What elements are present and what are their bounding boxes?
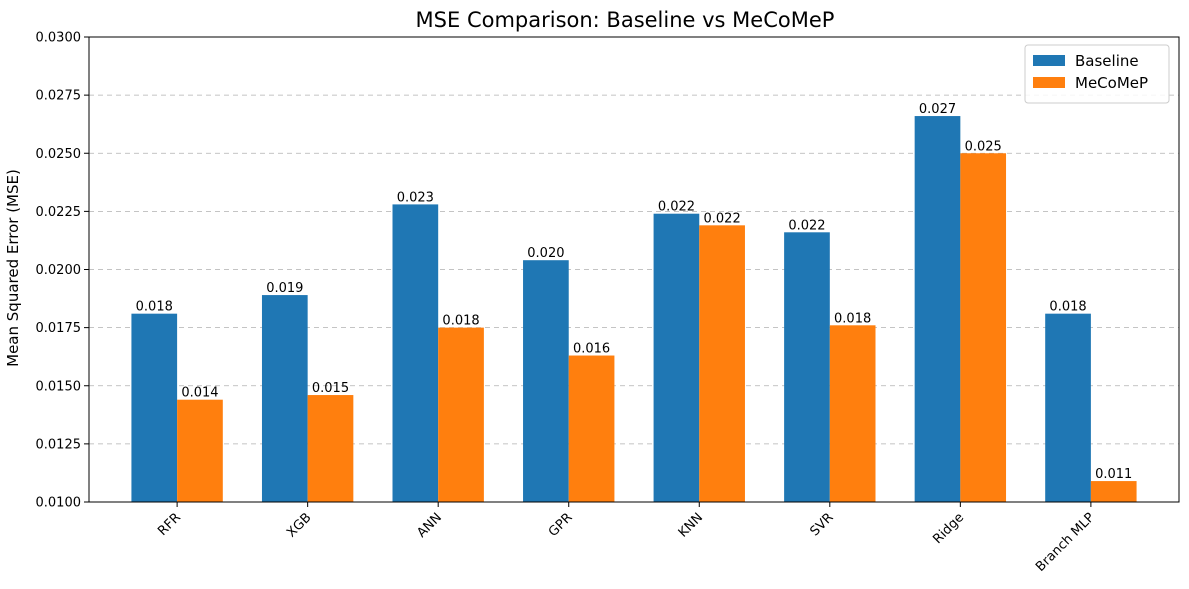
bar-baseline-knn bbox=[653, 213, 700, 502]
chart-title: MSE Comparison: Baseline vs MeCoMeP bbox=[416, 8, 835, 32]
bar-value-label: 0.016 bbox=[573, 342, 610, 357]
y-tick-label: 0.0225 bbox=[36, 205, 82, 220]
y-tick-label: 0.0300 bbox=[36, 31, 82, 46]
y-tick-label: 0.0100 bbox=[36, 496, 82, 511]
bars bbox=[131, 116, 1137, 503]
bar-value-label: 0.011 bbox=[1095, 467, 1132, 482]
bar-value-label: 0.020 bbox=[527, 246, 564, 261]
y-tick-label: 0.0200 bbox=[36, 263, 82, 278]
x-tick-label: SVR bbox=[808, 510, 837, 539]
bar-baseline-rfr bbox=[131, 313, 178, 502]
bar-value-label: 0.015 bbox=[312, 381, 349, 396]
legend-label-baseline: Baseline bbox=[1075, 52, 1139, 70]
bar-mecomep-branch-mlp bbox=[1090, 481, 1137, 502]
bar-value-label: 0.022 bbox=[788, 218, 825, 233]
legend-swatch-mecomep bbox=[1033, 77, 1065, 88]
bar-value-label: 0.014 bbox=[181, 386, 218, 401]
bar-baseline-svr bbox=[784, 232, 830, 503]
x-tick-label: KNN bbox=[676, 510, 706, 540]
x-tick-label: RFR bbox=[155, 510, 184, 539]
y-tick-label: 0.0150 bbox=[36, 379, 82, 394]
bar-value-label: 0.018 bbox=[442, 314, 479, 329]
bar-baseline-ridge bbox=[914, 116, 961, 503]
legend: Baseline MeCoMeP bbox=[1024, 44, 1170, 104]
y-tick-label: 0.0175 bbox=[36, 321, 82, 336]
bar-value-label: 0.023 bbox=[397, 190, 434, 205]
bar-mecomep-svr bbox=[829, 325, 876, 502]
bar-baseline-branch-mlp bbox=[1045, 313, 1091, 502]
x-tick-label: XGB bbox=[284, 510, 314, 540]
y-tick-label: 0.0125 bbox=[36, 437, 82, 452]
bar-baseline-ann bbox=[392, 204, 439, 502]
y-axis-title: Mean Squared Error (MSE) bbox=[4, 169, 22, 367]
bar-mecomep-rfr bbox=[177, 399, 223, 502]
bar-mecomep-ridge bbox=[960, 153, 1007, 502]
x-tick-label: Branch MLP bbox=[1033, 510, 1098, 575]
bar-value-label: 0.019 bbox=[266, 281, 303, 296]
y-tick-label: 0.0275 bbox=[36, 89, 82, 104]
x-tick-label: GPR bbox=[546, 510, 576, 540]
bar-value-label: 0.027 bbox=[919, 102, 956, 117]
gridlines bbox=[89, 36, 1179, 503]
legend-swatch-baseline bbox=[1033, 55, 1065, 66]
bar-value-label: 0.018 bbox=[1049, 300, 1086, 315]
bar-value-label: 0.022 bbox=[658, 200, 695, 215]
bar-value-label: 0.018 bbox=[136, 300, 173, 315]
bar-value-label: 0.025 bbox=[965, 139, 1002, 154]
bar-value-label: 0.018 bbox=[834, 311, 871, 326]
bar-mecomep-knn bbox=[699, 225, 745, 502]
legend-label-mecomep: MeCoMeP bbox=[1075, 74, 1148, 92]
x-tick-label: Ridge bbox=[930, 510, 967, 547]
bar-baseline-xgb bbox=[261, 295, 308, 502]
bar-value-label: 0.022 bbox=[704, 211, 741, 226]
bar-baseline-gpr bbox=[523, 260, 569, 502]
bar-mecomep-ann bbox=[438, 327, 484, 502]
y-tick-label: 0.0250 bbox=[36, 147, 82, 162]
bar-value-labels: 0.018 0.019 0.023 0.020 0.022 0.022 0.027 0.018… bbox=[136, 102, 1133, 482]
x-tick-label: ANN bbox=[414, 510, 445, 541]
bar-mecomep-xgb bbox=[307, 395, 354, 502]
bar-mecomep-gpr bbox=[568, 355, 615, 502]
